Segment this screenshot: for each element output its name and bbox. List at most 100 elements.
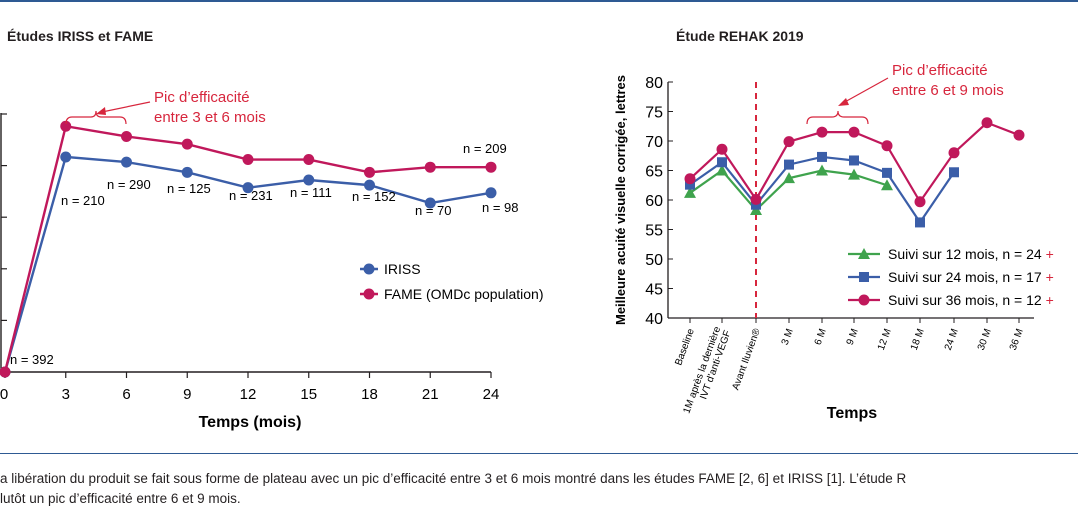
data-point (60, 120, 72, 132)
y-tick-label: 60 (645, 193, 663, 210)
legend-label: Suivi sur 36 mois, n = 12 + (888, 292, 1054, 308)
x-tick-label: 18 M (909, 327, 927, 352)
x-tick-label: 0 (0, 386, 8, 403)
data-point (848, 168, 860, 180)
data-point (849, 155, 859, 166)
data-point (303, 174, 315, 186)
n-label: n = 70 (415, 203, 452, 218)
legend-marker (858, 294, 870, 306)
legend-suffix: + (1046, 269, 1054, 285)
data-point (364, 179, 375, 191)
y-tick-label: 45 (645, 282, 663, 299)
caption-line-2: lutôt un pic d’efficacité entre 6 et 9 m… (0, 491, 241, 506)
caption-divider (0, 453, 1078, 454)
n-label: n = 392 (10, 352, 54, 367)
n-label: n = 290 (107, 177, 151, 192)
data-point (914, 196, 926, 208)
data-point (716, 143, 728, 155)
y-tick-label: 70 (645, 134, 663, 151)
annotation-bracket (65, 110, 127, 125)
x-tick-label: 15 (300, 386, 317, 403)
legend-suffix: + (1046, 292, 1054, 308)
data-point (424, 197, 436, 209)
x-tick-label: 9 M (845, 327, 861, 346)
y-tick-label: 65 (645, 164, 663, 181)
x-tick-label: 12 (240, 386, 257, 403)
y-tick-label: 50 (645, 252, 663, 269)
data-point (684, 186, 696, 198)
data-point (816, 164, 828, 176)
data-point (784, 159, 794, 170)
legend-label: IRISS (384, 261, 421, 277)
data-point (181, 166, 193, 178)
data-point (485, 161, 497, 173)
legend-marker (859, 272, 869, 282)
annotation-bracket (806, 110, 869, 125)
n-label: n = 111 (290, 185, 332, 200)
annotation-text: Pic d’efficacité (154, 89, 250, 106)
data-point (121, 130, 132, 142)
x-tick-label: Baseline (673, 327, 697, 367)
left-chart-title: Études IRISS et FAME (7, 28, 154, 44)
legend-suffix: + (1046, 246, 1054, 262)
data-point (816, 126, 828, 138)
x-axis-label: Temps (mois) (199, 414, 302, 431)
annotation-text: entre 6 et 9 mois (892, 82, 1004, 99)
top-border (0, 0, 1078, 2)
x-tick-label: 30 M (976, 327, 994, 352)
right-chart: 40 45 50 55 60 65 70 75 80 Meilleure acuité visue… (613, 62, 1054, 422)
y-tick-label: 80 (645, 75, 663, 92)
data-point (716, 164, 728, 176)
annotation-arrowhead (838, 98, 849, 106)
x-tick-label: 6 (122, 386, 130, 403)
data-point (981, 117, 993, 129)
data-point (685, 179, 695, 190)
data-point (881, 179, 893, 191)
data-point (783, 136, 795, 148)
n-label: n = 125 (167, 181, 211, 196)
data-point (60, 151, 72, 163)
x-tick-label: 12 M (876, 327, 894, 352)
x-tick-label: 18 (361, 386, 378, 403)
data-point (303, 154, 315, 166)
legend-label: Suivi sur 24 mois, n = 17 + (888, 269, 1054, 285)
data-point (485, 187, 497, 199)
data-point (684, 173, 696, 185)
data-point (242, 182, 254, 194)
x-tick-label: 9 (183, 386, 191, 403)
data-point (424, 161, 436, 173)
caption-line-1: a libération du produit se fait sous for… (0, 471, 907, 486)
y-tick-label: 55 (645, 223, 663, 240)
annotation-arrowhead (96, 107, 106, 115)
legend-marker (858, 248, 870, 259)
legend-marker (363, 263, 375, 275)
legend-marker (363, 288, 375, 300)
x-tick-label: 3 (62, 386, 70, 403)
legend-label: FAME (OMDc population) (384, 286, 544, 302)
x-tick-label: 6 M (813, 327, 829, 346)
x-tick-label: Avant Iluvien® (730, 327, 763, 392)
data-point (242, 154, 254, 166)
annotation-arrow (842, 77, 889, 104)
data-point (848, 126, 860, 138)
data-point (881, 140, 893, 152)
data-point (364, 166, 375, 178)
x-tick-label: 3 M (780, 327, 796, 346)
data-point (750, 193, 762, 205)
data-point (915, 217, 925, 228)
x-tick-label: 24 (483, 386, 500, 403)
data-point (717, 157, 727, 168)
y-tick-label: 75 (645, 105, 663, 122)
data-point (1013, 129, 1025, 141)
data-point (817, 151, 827, 162)
x-axis-label: Temps (827, 405, 877, 422)
data-point (0, 366, 11, 378)
data-point (882, 167, 892, 178)
data-point (949, 167, 959, 178)
annotation-text: entre 3 et 6 mois (154, 109, 266, 126)
x-tick-label: 36 M (1008, 327, 1026, 352)
y-axis-label: Meilleure acuité visuelle corrigée, lett… (613, 75, 628, 325)
data-point (783, 172, 795, 184)
annotation-text: Pic d’efficacité (892, 62, 988, 79)
legend-label: Suivi sur 12 mois, n = 24 + (888, 246, 1054, 262)
